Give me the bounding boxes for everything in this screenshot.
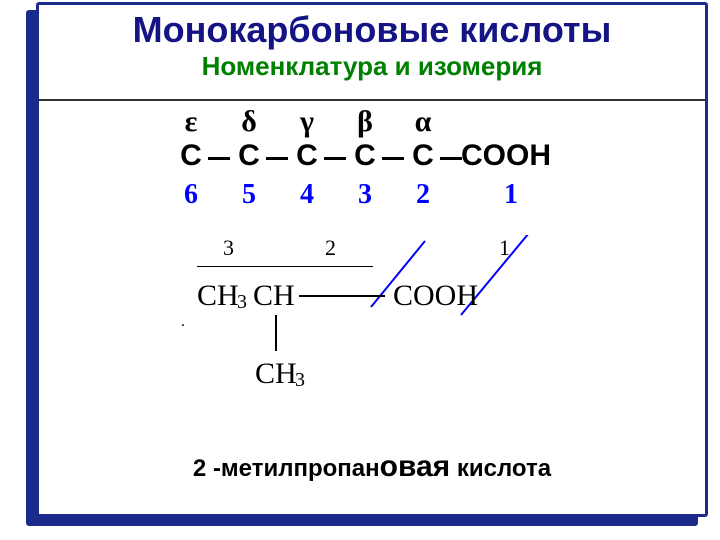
number-label-row: 65432 1	[39, 179, 705, 215]
slide-subtitle: Номенклатура и изомерия	[39, 51, 705, 82]
struct2-position-number: 2	[325, 235, 336, 261]
position-number: 4	[287, 179, 327, 211]
struct2-atom-label: CH	[253, 279, 295, 313]
position-number: 1	[491, 179, 531, 211]
caption-suffix: кислота	[450, 455, 551, 482]
struct2-atom-label: 3	[237, 291, 247, 314]
divider-line	[39, 99, 705, 101]
carbon-atom: C	[287, 139, 327, 173]
struct2-position-number: 1	[499, 235, 510, 261]
chain-diagram: εδγβα CCCCCCOOH 654321	[39, 105, 705, 215]
carbon-atom: COOH	[461, 139, 581, 173]
position-number: 6	[171, 179, 211, 211]
struct2-hline	[197, 266, 373, 267]
greek-label-row: εδγβα	[39, 105, 705, 139]
struct2-methyl-label: 3	[295, 369, 305, 392]
struct2-position-number: 3	[223, 235, 234, 261]
structure-2-methylpropanoic: 321CH3CHCOOHCH3.	[197, 235, 597, 415]
struct2-methyl-label: CH	[255, 357, 297, 391]
bond-line	[208, 157, 230, 160]
caption-prefix: 2 -метилпропан	[193, 455, 380, 482]
compound-name-caption: 2 -метилпропановая кислота	[39, 450, 705, 484]
carbon-atom: C	[171, 139, 211, 173]
carbon-atom: C	[345, 139, 385, 173]
bond-line	[440, 157, 462, 160]
greek-label: β	[345, 105, 385, 139]
greek-label: ε	[171, 105, 211, 139]
position-number: 3	[345, 179, 385, 211]
struct2-bond	[299, 295, 385, 297]
slide-title: Монокарбоновые кислоты	[39, 9, 705, 51]
position-number: 5	[229, 179, 269, 211]
position-number: 2	[403, 179, 443, 211]
greek-label: δ	[229, 105, 269, 139]
struct2-dot: .	[181, 313, 185, 331]
slide: Монокарбоновые кислоты Номенклатура и из…	[0, 0, 720, 540]
bond-line	[382, 157, 404, 160]
carbon-chain-row: CCCCCCOOH	[39, 139, 705, 179]
carbon-atom: C	[229, 139, 269, 173]
greek-label: α	[403, 105, 443, 139]
content-frame: Монокарбоновые кислоты Номенклатура и из…	[36, 2, 708, 517]
greek-label: γ	[287, 105, 327, 139]
bond-line	[324, 157, 346, 160]
carbon-atom: C	[403, 139, 443, 173]
caption-emphasis: овая	[380, 450, 451, 483]
struct2-atom-label: COOH	[393, 279, 478, 313]
bond-line	[266, 157, 288, 160]
struct2-vertical-bond	[275, 315, 277, 351]
struct2-atom-label: CH	[197, 279, 239, 313]
